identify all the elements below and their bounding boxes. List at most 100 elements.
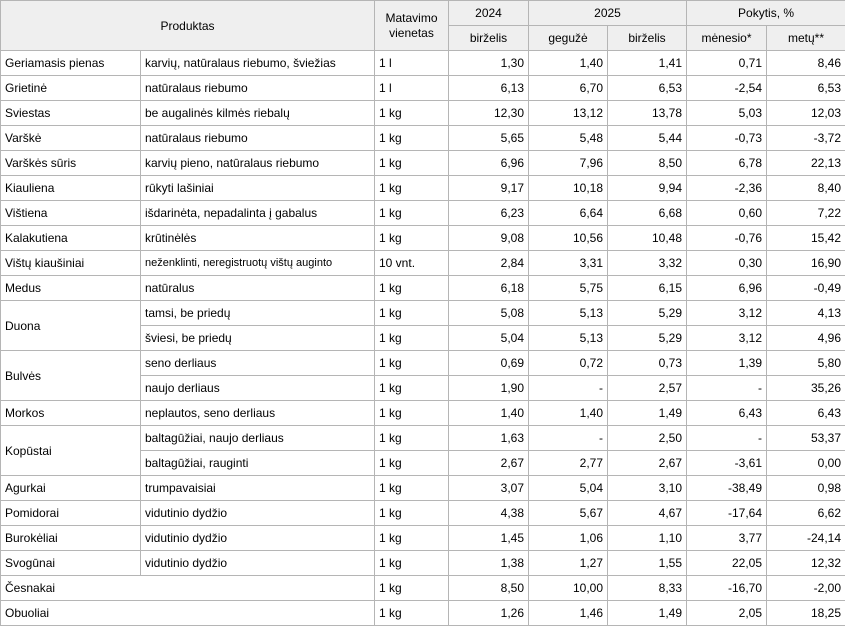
price-2024-june: 1,30	[448, 50, 529, 76]
price-2025-june: 1,55	[606, 550, 688, 576]
price-2024-june: 0,69	[448, 350, 529, 376]
product-name: Vištų kiaušiniai	[0, 250, 141, 276]
header-month-change: mėnesio*	[686, 25, 768, 51]
product-desc: karvių pieno, natūralaus riebumo	[140, 150, 375, 176]
unit-cell: 1 kg	[374, 275, 449, 301]
product-desc: karvių, natūralaus riebumo, šviežias	[140, 50, 375, 76]
price-2024-june: 6,18	[448, 275, 529, 301]
table-row: Česnakai 1 kg 8,50 10,00 8,33 -16,70 -2,…	[0, 575, 845, 601]
table-row: Geriamasis pienas karvių, natūralaus rie…	[0, 50, 845, 76]
unit-cell: 1 kg	[374, 350, 449, 376]
product-name: Svogūnai	[0, 550, 141, 576]
table-row: Morkos neplautos, seno derliaus 1 kg 1,4…	[0, 400, 845, 426]
price-2025-may: 10,56	[528, 225, 608, 251]
price-2025-june: 6,53	[606, 75, 688, 101]
product-desc: vidutinio dydžio	[140, 500, 375, 526]
price-2025-june: 8,50	[606, 150, 688, 176]
change-year: 5,80	[766, 350, 845, 376]
price-2025-june: 13,78	[606, 100, 688, 126]
header-year-change: metų**	[766, 25, 845, 51]
price-2025-june: 8,33	[606, 575, 688, 601]
price-2025-june: 2,50	[606, 425, 688, 451]
price-2024-june: 2,84	[448, 250, 529, 276]
change-year: 0,98	[766, 475, 845, 501]
price-2025-may: 1,27	[528, 550, 608, 576]
price-2024-june: 6,96	[448, 150, 529, 176]
change-year: 8,40	[766, 175, 845, 201]
price-2024-june: 8,50	[448, 575, 529, 601]
unit-cell: 1 l	[374, 75, 449, 101]
price-2025-may: 5,75	[528, 275, 608, 301]
change-month: 0,60	[686, 200, 768, 226]
price-2025-may: 1,40	[528, 50, 608, 76]
product-name: Bulvės	[0, 350, 141, 401]
unit-cell: 1 kg	[374, 375, 449, 401]
unit-cell: 1 kg	[374, 400, 449, 426]
product-name: Kiauliena	[0, 175, 141, 201]
table-row: Agurkai trumpavaisiai 1 kg 3,07 5,04 3,1…	[0, 475, 845, 501]
unit-cell: 1 kg	[374, 475, 449, 501]
price-2025-may: 5,13	[528, 300, 608, 326]
change-year: 7,22	[766, 200, 845, 226]
change-month: 0,71	[686, 50, 768, 76]
header-june-2024: birželis	[448, 25, 529, 51]
unit-cell: 1 kg	[374, 525, 449, 551]
change-year: 18,25	[766, 600, 845, 626]
price-2025-may: 5,48	[528, 125, 608, 151]
product-name: Burokėliai	[0, 525, 141, 551]
price-2024-june: 5,04	[448, 325, 529, 351]
price-2024-june: 5,08	[448, 300, 529, 326]
change-year: 8,46	[766, 50, 845, 76]
table-row: baltagūžiai, rauginti 1 kg 2,67 2,77 2,6…	[1, 450, 845, 476]
price-2025-june: 5,29	[606, 325, 688, 351]
product-name: Vištiena	[0, 200, 141, 226]
price-2025-may: 5,13	[528, 325, 608, 351]
unit-cell: 1 kg	[374, 425, 449, 451]
price-2025-may: 1,40	[528, 400, 608, 426]
price-2024-june: 3,07	[448, 475, 529, 501]
price-2025-june: 10,48	[606, 225, 688, 251]
price-2024-june: 1,90	[448, 375, 529, 401]
change-month: -16,70	[686, 575, 768, 601]
product-desc: neplautos, seno derliaus	[140, 400, 375, 426]
product-name: Medus	[0, 275, 141, 301]
price-2024-june: 1,38	[448, 550, 529, 576]
product-name: Pomidorai	[0, 500, 141, 526]
product-desc: baltagūžiai, rauginti	[140, 450, 375, 476]
header-may-2025: gegužė	[528, 25, 608, 51]
product-desc: rūkyti lašiniai	[140, 175, 375, 201]
table-row: naujo derliaus 1 kg 1,90 - 2,57 - 35,26	[1, 375, 845, 401]
product-name: Kopūstai	[0, 425, 141, 476]
change-month: 3,12	[686, 300, 768, 326]
price-2025-may: -	[528, 375, 608, 401]
product-desc: krūtinėlės	[140, 225, 375, 251]
table-row: Vištų kiaušiniai neženklinti, neregistru…	[0, 250, 845, 276]
table-row: Kopūstai baltagūžiai, naujo derliaus 1 k…	[0, 425, 845, 476]
change-year: 6,43	[766, 400, 845, 426]
change-year: -3,72	[766, 125, 845, 151]
price-2025-june: 3,10	[606, 475, 688, 501]
header-year-2025: 2025	[527, 0, 688, 26]
table-row: Kalakutiena krūtinėlės 1 kg 9,08 10,56 1…	[0, 225, 845, 251]
change-month: -2,54	[686, 75, 768, 101]
product-desc: seno derliaus	[140, 350, 375, 376]
product-name: Geriamasis pienas	[0, 50, 141, 76]
price-2024-june: 2,67	[448, 450, 529, 476]
change-month: -17,64	[686, 500, 768, 526]
change-month: 0,30	[686, 250, 768, 276]
price-2025-may: 10,00	[528, 575, 608, 601]
change-year: 35,26	[766, 375, 845, 401]
table-row: Svogūnai vidutinio dydžio 1 kg 1,38 1,27…	[0, 550, 845, 576]
price-2025-june: 4,67	[606, 500, 688, 526]
price-2025-may: -	[528, 425, 608, 451]
change-year: -0,49	[766, 275, 845, 301]
price-2024-june: 12,30	[448, 100, 529, 126]
price-2025-may: 3,31	[528, 250, 608, 276]
change-year: -24,14	[766, 525, 845, 551]
price-2025-may: 5,67	[528, 500, 608, 526]
change-year: 16,90	[766, 250, 845, 276]
unit-cell: 1 kg	[374, 200, 449, 226]
price-2024-june: 1,63	[448, 425, 529, 451]
table-row: Grietinė natūralaus riebumo 1 l 6,13 6,7…	[0, 75, 845, 101]
product-desc: vidutinio dydžio	[140, 525, 375, 551]
